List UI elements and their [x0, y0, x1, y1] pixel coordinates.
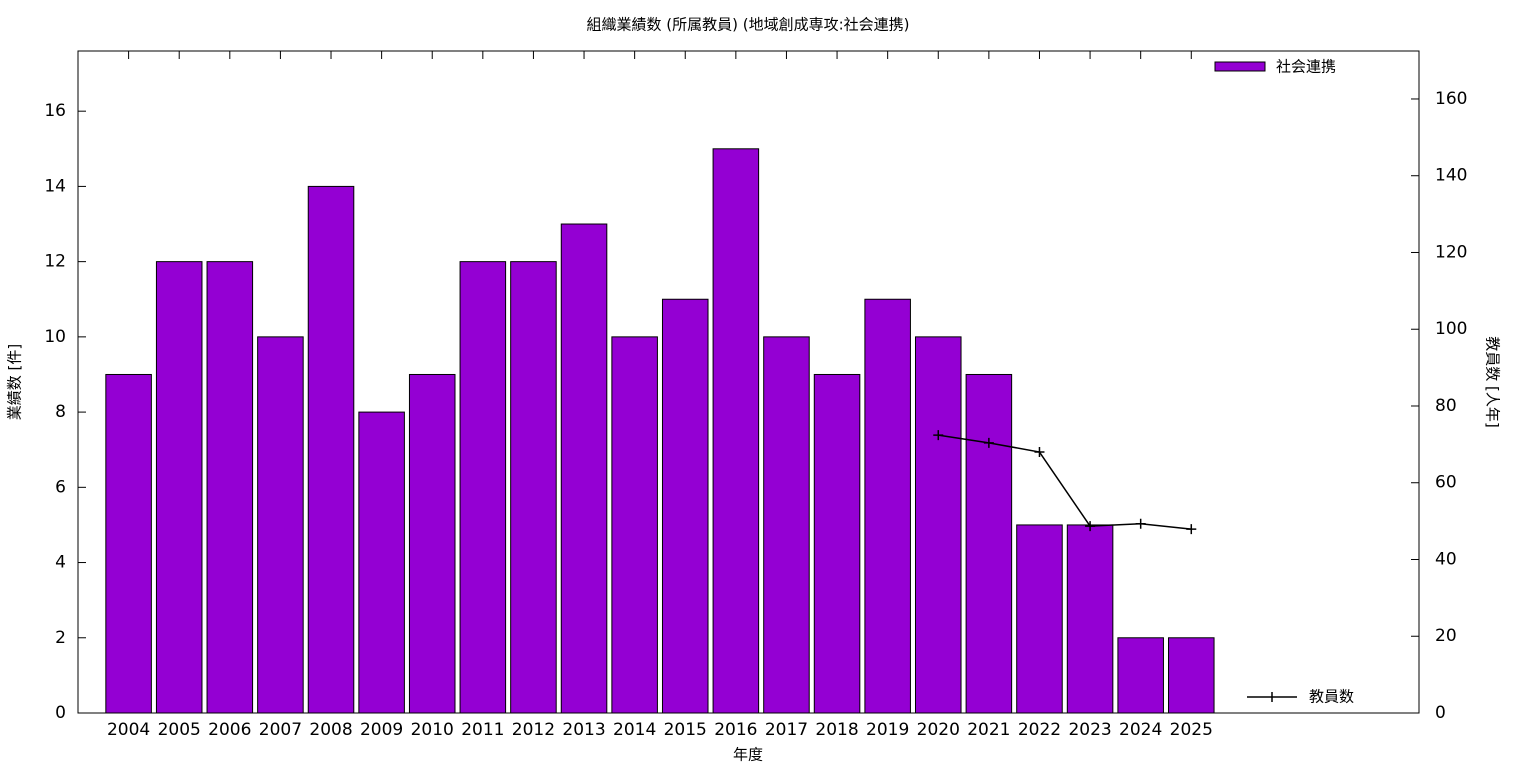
bar	[813, 373, 861, 714]
point	[1135, 518, 1146, 529]
legend-label: 社会連携	[1276, 58, 1336, 76]
bar	[257, 336, 304, 714]
point	[933, 430, 944, 441]
point	[983, 437, 994, 448]
x-tick-label: 2006	[208, 720, 251, 740]
bar	[914, 336, 962, 714]
x-tick-label: 2012	[512, 720, 555, 740]
y-tick-label: 14	[44, 176, 66, 196]
x-tick-label: 2020	[917, 720, 960, 740]
legend-swatch	[1214, 61, 1266, 72]
chart-title: 組織業績数 (所属教員) (地域創成専攻:社会連携)	[586, 16, 909, 34]
x-tick-label: 2013	[562, 720, 605, 740]
x-tick-label: 2015	[664, 720, 707, 740]
x-tick-label: 2023	[1068, 720, 1111, 740]
x-tick-label: 2004	[107, 720, 150, 740]
x-tick-label: 2007	[259, 720, 302, 740]
plot-frame	[77, 50, 1420, 714]
y2-tick-label: 20	[1435, 626, 1457, 646]
bar	[864, 298, 911, 714]
x-tick-label: 2011	[461, 720, 504, 740]
point	[1186, 524, 1197, 535]
bar	[965, 373, 1013, 714]
y2-tick-label: 0	[1435, 703, 1446, 723]
y-tick-label: 4	[55, 553, 66, 573]
y-axis-label: 業績数 [件]	[6, 344, 24, 420]
x-tick-label: 2009	[360, 720, 403, 740]
x-tick-label: 2022	[1018, 720, 1061, 740]
bar	[1066, 524, 1114, 714]
point	[1085, 521, 1096, 532]
y2-tick-label: 60	[1435, 473, 1457, 493]
bar	[1016, 524, 1063, 714]
y2-tick-label: 120	[1435, 242, 1467, 262]
x-tick-label: 2016	[714, 720, 757, 740]
bar	[1117, 637, 1164, 714]
bar	[358, 411, 405, 714]
bar	[307, 185, 355, 714]
x-tick-label: 2025	[1170, 720, 1213, 740]
y2-tick-label: 40	[1435, 549, 1457, 569]
x-tick-label: 2024	[1119, 720, 1162, 740]
bar	[105, 373, 152, 714]
legend-label: 教員数	[1309, 688, 1354, 706]
bar	[206, 261, 254, 714]
y2-tick-label: 160	[1435, 89, 1467, 109]
y-tick-label: 2	[55, 628, 66, 648]
x-tick-label: 2014	[613, 720, 656, 740]
bar	[459, 261, 507, 714]
bar	[712, 148, 760, 714]
point	[1034, 447, 1045, 458]
y-tick-label: 8	[55, 402, 66, 422]
x-tick-label: 2017	[765, 720, 808, 740]
x-tick-label: 2008	[309, 720, 352, 740]
y-tick-label: 16	[44, 101, 66, 121]
bar	[510, 261, 557, 714]
bar	[1168, 637, 1215, 714]
bar	[611, 336, 658, 714]
x-tick-label: 2019	[866, 720, 909, 740]
x-tick-label: 2018	[815, 720, 858, 740]
x-axis-label: 年度	[733, 746, 763, 764]
y-tick-label: 0	[55, 703, 66, 723]
y-tick-label: 10	[44, 327, 66, 347]
bar	[408, 373, 456, 714]
x-tick-label: 2005	[158, 720, 201, 740]
x-tick-label: 2021	[967, 720, 1010, 740]
legend-swatch	[1247, 692, 1297, 702]
line	[938, 434, 1192, 530]
bar	[763, 336, 810, 714]
y2-axis-label: 教員数 [人年]	[1484, 336, 1502, 427]
y2-tick-label: 80	[1435, 396, 1457, 416]
bar	[661, 298, 709, 714]
y-tick-label: 12	[44, 252, 66, 272]
y2-tick-label: 100	[1435, 319, 1467, 339]
x-tick-label: 2010	[411, 720, 454, 740]
y-tick-label: 6	[55, 477, 66, 497]
y2-tick-label: 140	[1435, 166, 1467, 186]
bar	[560, 223, 608, 714]
bar	[155, 261, 203, 714]
